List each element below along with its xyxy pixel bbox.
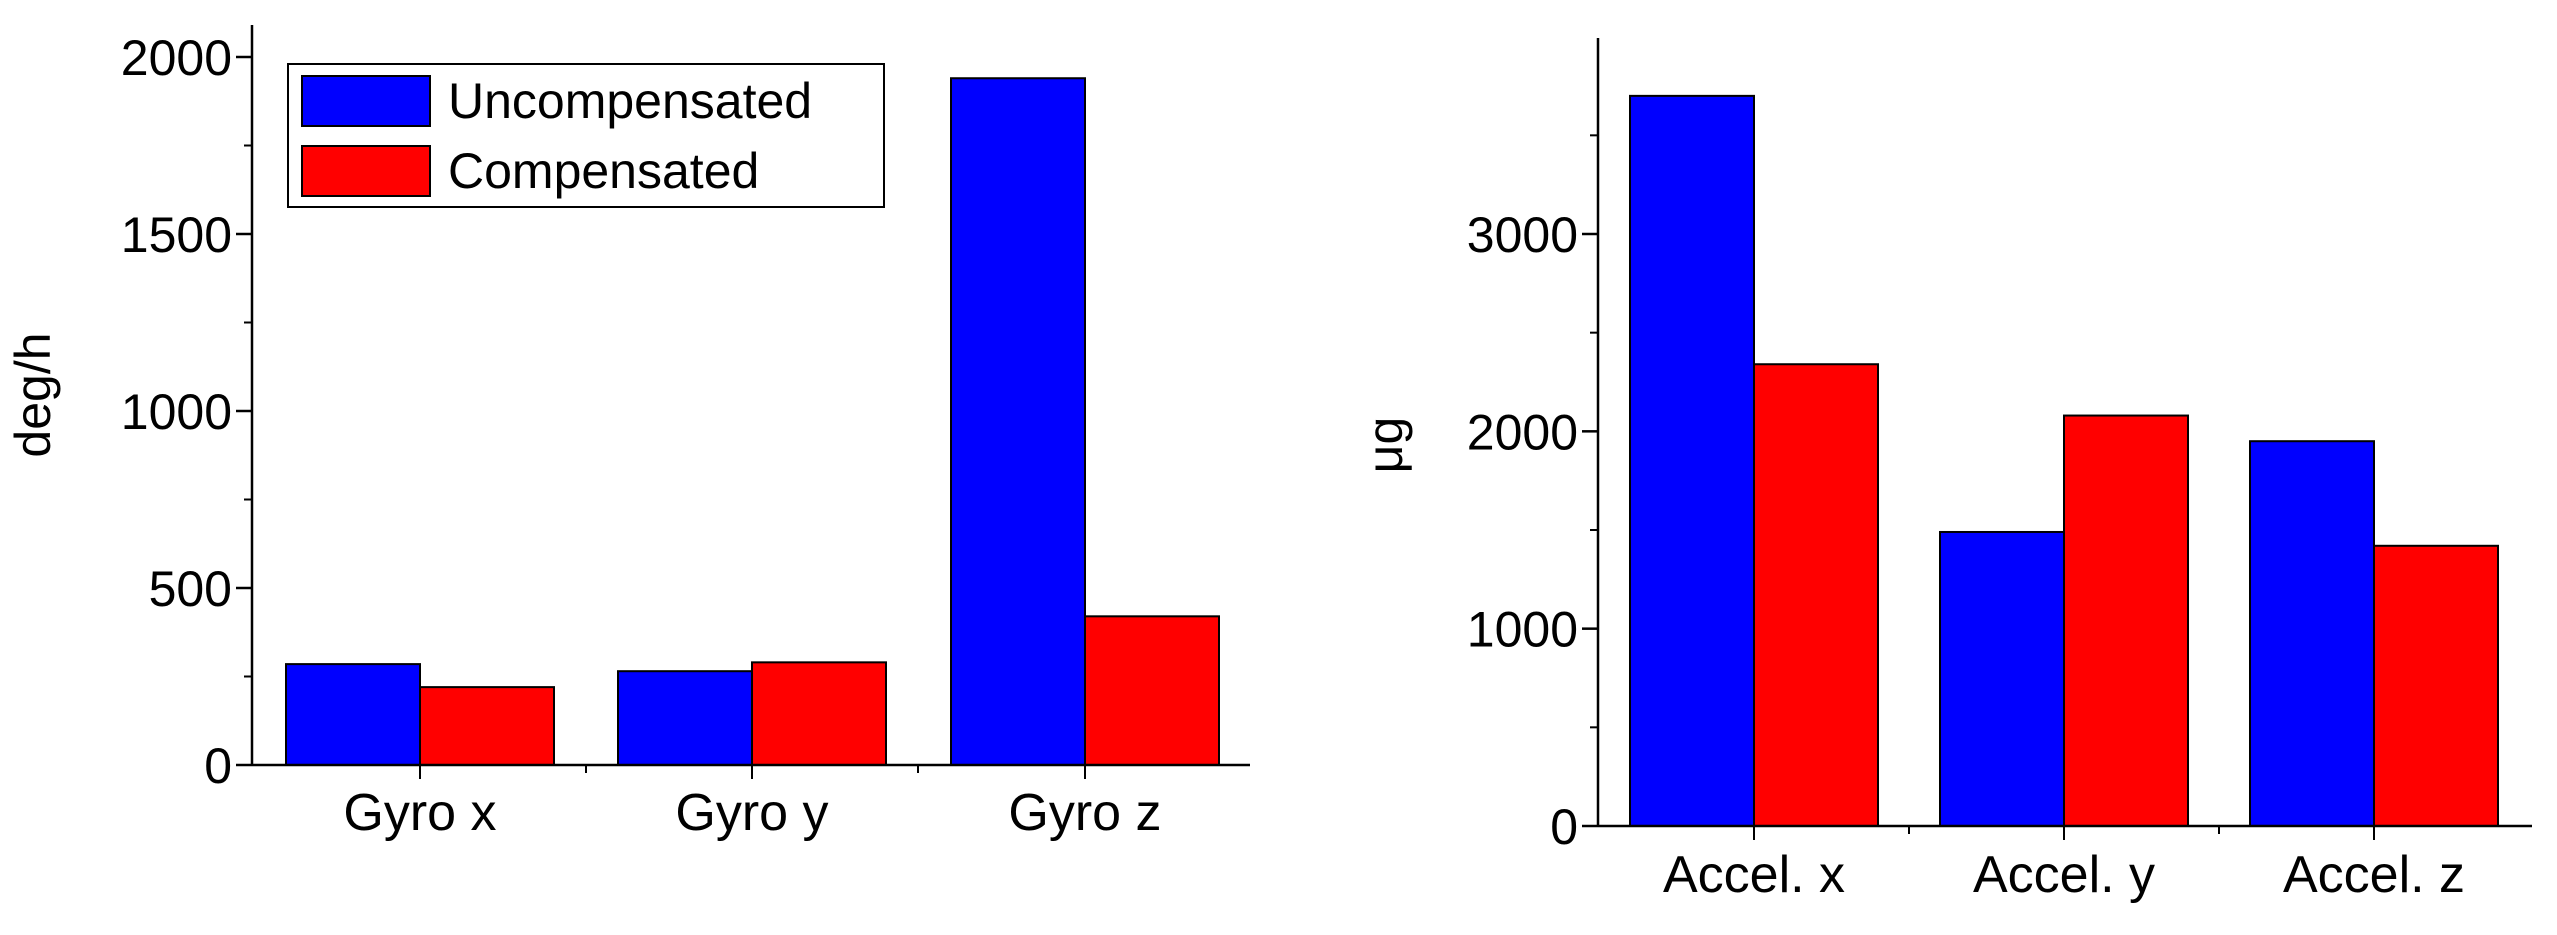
x-category-label: Accel. z: [2283, 846, 2465, 904]
y-tick-label: 0: [1550, 799, 1578, 855]
y-axis-label: deg/h: [5, 332, 61, 457]
y-tick-label: 1000: [1467, 602, 1578, 658]
x-category-label: Gyro x: [343, 784, 496, 842]
bar-uncompensated-accel-z: [2249, 440, 2375, 827]
bar-uncompensated-accel-x: [1629, 94, 1755, 828]
legend: Uncompensated Compensated: [287, 63, 885, 208]
legend-label-uncompensated: Uncompensated: [448, 73, 812, 129]
gyro-chart: 0 500 1000 1500 2000 Gyro x Gyro y Gyro z deg/h U…: [5, 25, 1250, 842]
y-axis-label: μg: [1357, 417, 1413, 474]
y-tick-label: 1000: [121, 384, 232, 440]
legend-swatch-uncompensated: [301, 75, 431, 127]
x-category-label: Accel. y: [1973, 846, 2155, 904]
legend-label-compensated: Compensated: [448, 143, 759, 199]
y-tick-label: 1500: [121, 207, 232, 263]
x-category-label: Gyro z: [1008, 784, 1161, 842]
y-tick-label: 2000: [1467, 404, 1578, 460]
y-tick-label: 500: [149, 561, 232, 617]
y-tick-label: 3000: [1467, 207, 1578, 263]
bar-compensated-gyro-y: [751, 661, 887, 767]
legend-swatch-compensated: [301, 145, 431, 197]
bar-uncompensated-accel-y: [1939, 530, 2065, 827]
bar-uncompensated-gyro-x: [285, 663, 421, 766]
bar-compensated-gyro-x: [419, 686, 555, 766]
bar-compensated-gyro-z: [1084, 615, 1220, 766]
bar-compensated-accel-y: [2063, 414, 2189, 827]
y-tick-label: 2000: [121, 30, 232, 86]
accel-chart: 0 1000 2000 3000 Accel. x Accel. y Accel. z μg: [1357, 38, 2532, 904]
x-category-label: Gyro y: [675, 784, 828, 842]
bar-uncompensated-gyro-y: [617, 670, 753, 766]
bar-uncompensated-gyro-z: [950, 77, 1086, 767]
x-category-label: Accel. x: [1663, 846, 1845, 904]
bar-compensated-accel-x: [1753, 363, 1879, 827]
y-tick-label: 0: [204, 738, 232, 794]
bar-compensated-accel-z: [2373, 544, 2499, 828]
